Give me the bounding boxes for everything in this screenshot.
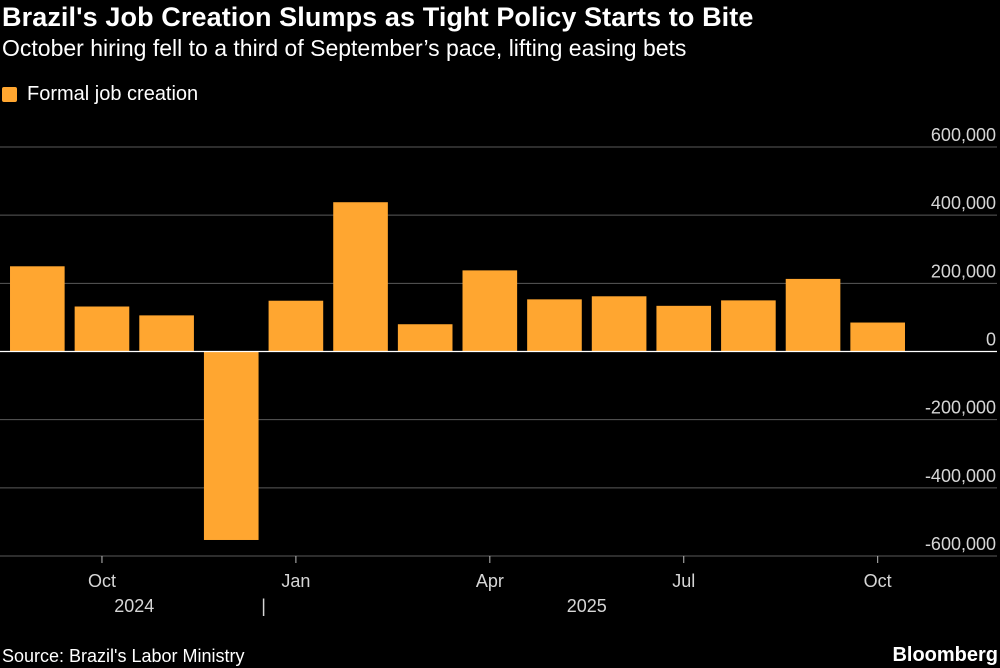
bar: [74, 306, 130, 352]
bars: [10, 202, 905, 540]
year-label: 2025: [567, 596, 607, 616]
legend-label: Formal job creation: [27, 82, 199, 105]
bar: [527, 299, 582, 352]
bar: [721, 300, 776, 352]
x-tick-label: Jan: [281, 571, 310, 591]
y-tick-label: -600,000: [925, 534, 996, 554]
bar: [333, 202, 388, 352]
source-note: Source: Brazil's Labor Ministry: [2, 646, 245, 666]
bar: [462, 270, 518, 352]
x-axis-ticks: Oct Jan Apr Jul Oct 2024 | 2025: [88, 556, 892, 616]
y-tick-label: 200,000: [931, 261, 996, 281]
bar: [139, 315, 194, 352]
x-tick-label: Oct: [88, 571, 116, 591]
y-axis-tick-labels: 600,000 400,000 200,000 0 -200,000 -400,000 -6…: [925, 125, 996, 554]
legend-swatch: [2, 86, 17, 102]
y-tick-label: 0: [986, 330, 996, 350]
year-separator: |: [261, 596, 266, 616]
bar: [850, 322, 905, 352]
bar: [203, 351, 259, 540]
chart-title: Brazil's Job Creation Slumps as Tight Po…: [2, 2, 754, 32]
x-tick-label: Jul: [672, 571, 695, 591]
legend: Formal job creation: [2, 82, 198, 106]
y-tick-label: 600,000: [931, 125, 996, 145]
x-tick-label: Oct: [864, 571, 892, 591]
bloomberg-logo: Bloomberg: [892, 644, 998, 666]
grid-lines: [0, 146, 997, 557]
bar: [656, 305, 712, 352]
bar: [785, 278, 841, 352]
bar: [10, 266, 65, 352]
bar: [397, 324, 453, 352]
y-tick-label: 400,000: [931, 193, 996, 213]
x-tick-label: Apr: [476, 571, 504, 591]
y-tick-label: -400,000: [925, 466, 996, 486]
y-tick-label: -200,000: [925, 398, 996, 418]
bar: [591, 296, 647, 352]
chart-subtitle: October hiring fell to a third of Septem…: [2, 35, 687, 61]
year-label: 2024: [114, 596, 154, 616]
bar: [268, 300, 324, 352]
